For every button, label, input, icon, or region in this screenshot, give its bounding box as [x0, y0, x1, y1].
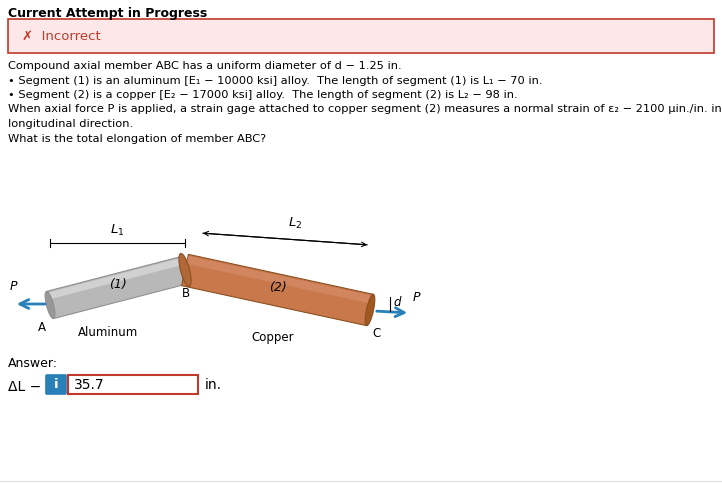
Text: • Segment (1) is an aluminum [E₁ − 10000 ksi] alloy.  The length of segment (1) : • Segment (1) is an aluminum [E₁ − 10000…	[8, 75, 542, 85]
Text: in.: in.	[205, 378, 222, 392]
Text: What is the total elongation of member ABC?: What is the total elongation of member A…	[8, 133, 266, 143]
Text: $L_2$: $L_2$	[288, 216, 302, 231]
Text: (2): (2)	[269, 281, 287, 294]
Text: Aluminum: Aluminum	[78, 326, 138, 339]
Text: Answer:: Answer:	[8, 357, 58, 370]
Text: Current Attempt in Progress: Current Attempt in Progress	[8, 7, 207, 20]
Text: P: P	[413, 291, 420, 304]
Polygon shape	[182, 255, 373, 326]
Text: • Segment (2) is a copper [E₂ − 17000 ksi] alloy.  The length of segment (2) is : • Segment (2) is a copper [E₂ − 17000 ks…	[8, 90, 518, 100]
Text: ✗  Incorrect: ✗ Incorrect	[22, 29, 101, 43]
Polygon shape	[46, 256, 188, 319]
FancyBboxPatch shape	[8, 19, 714, 53]
Text: When axial force P is applied, a strain gage attached to copper segment (2) meas: When axial force P is applied, a strain …	[8, 104, 722, 114]
Polygon shape	[186, 256, 373, 304]
Ellipse shape	[179, 254, 191, 286]
Text: $L_1$: $L_1$	[110, 223, 125, 238]
Text: ΔL −: ΔL −	[8, 380, 41, 394]
Text: (1): (1)	[108, 278, 126, 291]
Text: C: C	[372, 327, 380, 340]
Text: d: d	[393, 297, 401, 310]
FancyBboxPatch shape	[68, 375, 198, 394]
Text: Compound axial member ABC has a uniform diameter of d − 1.25 in.: Compound axial member ABC has a uniform …	[8, 61, 401, 71]
Ellipse shape	[365, 294, 375, 326]
Text: Copper: Copper	[251, 331, 294, 344]
FancyBboxPatch shape	[45, 374, 66, 395]
Text: P: P	[10, 280, 17, 293]
Text: 35.7: 35.7	[74, 378, 105, 392]
Text: B: B	[182, 287, 190, 300]
Text: longitudinal direction.: longitudinal direction.	[8, 119, 133, 129]
Text: i: i	[53, 378, 58, 391]
Ellipse shape	[45, 291, 55, 319]
Text: A: A	[38, 321, 46, 334]
Polygon shape	[47, 258, 183, 299]
